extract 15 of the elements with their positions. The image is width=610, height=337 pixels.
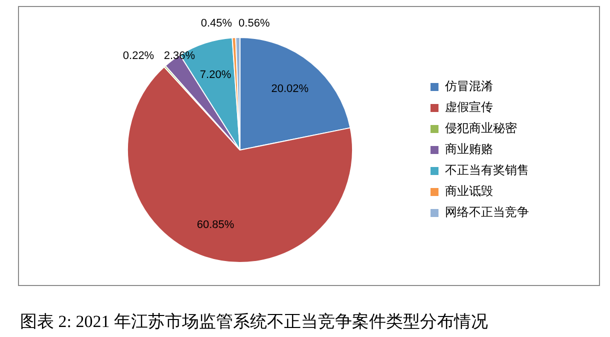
legend-label: 网络不正当竞争	[445, 205, 529, 220]
text: 图表 2: 2021 年江苏市场监管系统不正当竞争案件类型分布情况	[20, 311, 488, 333]
data-label: 0.45%	[200, 18, 232, 30]
data-label: 0.22%	[122, 50, 154, 62]
legend-label: 商业诋毁	[445, 184, 493, 198]
data-label: 60.85%	[196, 218, 234, 231]
data-label: 7.20%	[200, 69, 232, 82]
legend-label: 商业贿赂	[445, 142, 493, 156]
data-label: 0.56%	[238, 18, 270, 30]
data-label: 2.36%	[164, 50, 196, 62]
legend-label: 侵犯商业秘密	[445, 121, 517, 136]
data-label: 20.02%	[271, 83, 309, 96]
legend-label: 仿冒混淆	[444, 79, 493, 94]
legend-label: 不正当有奖销售	[445, 163, 529, 178]
legend-label: 虚假宣传	[445, 100, 493, 114]
